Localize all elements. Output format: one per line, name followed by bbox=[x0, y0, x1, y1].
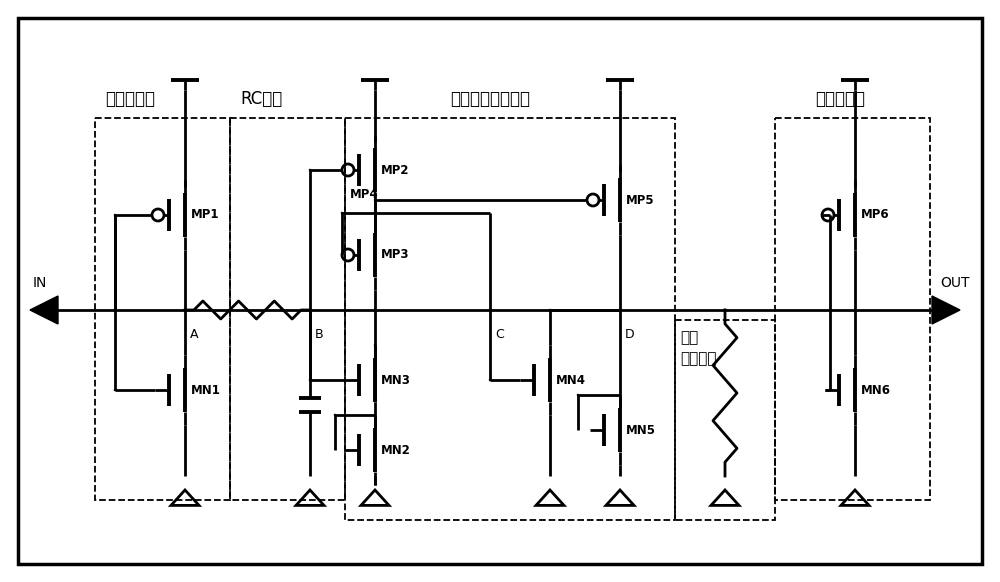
Bar bbox=[775, 118, 930, 500]
Text: MN5: MN5 bbox=[626, 424, 656, 436]
Circle shape bbox=[374, 310, 376, 311]
Circle shape bbox=[489, 310, 491, 311]
Circle shape bbox=[829, 389, 831, 391]
Circle shape bbox=[114, 310, 116, 311]
Text: MP3: MP3 bbox=[381, 249, 410, 261]
Circle shape bbox=[309, 169, 311, 171]
Circle shape bbox=[114, 214, 116, 215]
Circle shape bbox=[309, 310, 311, 311]
Circle shape bbox=[334, 414, 336, 416]
Text: MP5: MP5 bbox=[626, 193, 655, 207]
Circle shape bbox=[854, 310, 856, 311]
Circle shape bbox=[374, 310, 376, 311]
Bar bbox=[345, 118, 675, 520]
Text: D: D bbox=[625, 328, 635, 341]
Circle shape bbox=[489, 379, 491, 381]
Circle shape bbox=[374, 200, 376, 201]
Circle shape bbox=[374, 414, 376, 416]
Text: MP2: MP2 bbox=[381, 164, 410, 176]
Circle shape bbox=[619, 395, 621, 396]
Circle shape bbox=[829, 310, 831, 311]
Circle shape bbox=[619, 310, 621, 311]
Text: MN2: MN2 bbox=[381, 443, 411, 456]
Circle shape bbox=[184, 310, 186, 311]
Text: 第一反相器: 第一反相器 bbox=[105, 90, 155, 108]
Text: C: C bbox=[495, 328, 504, 341]
Text: IN: IN bbox=[33, 276, 47, 290]
Circle shape bbox=[309, 310, 311, 311]
Circle shape bbox=[374, 414, 376, 416]
Circle shape bbox=[184, 310, 186, 311]
Circle shape bbox=[374, 212, 376, 214]
Circle shape bbox=[374, 212, 376, 214]
Text: 阈值电压检测电路: 阈值电压检测电路 bbox=[450, 90, 530, 108]
Text: MN1: MN1 bbox=[191, 384, 221, 396]
Circle shape bbox=[374, 345, 376, 346]
Circle shape bbox=[341, 212, 343, 214]
Circle shape bbox=[549, 310, 551, 311]
Text: B: B bbox=[315, 328, 324, 341]
Text: RC电路: RC电路 bbox=[240, 90, 282, 108]
Bar bbox=[95, 118, 230, 500]
Text: MN6: MN6 bbox=[861, 384, 891, 396]
Polygon shape bbox=[30, 296, 58, 324]
Text: 第四
下拉电路: 第四 下拉电路 bbox=[680, 330, 716, 366]
Text: A: A bbox=[190, 328, 198, 341]
Circle shape bbox=[619, 310, 621, 311]
Circle shape bbox=[724, 310, 726, 311]
Circle shape bbox=[829, 310, 831, 311]
Text: MN4: MN4 bbox=[556, 374, 586, 386]
Text: MP6: MP6 bbox=[861, 208, 890, 222]
Circle shape bbox=[577, 395, 579, 396]
Text: MP4: MP4 bbox=[350, 188, 379, 201]
Circle shape bbox=[724, 310, 726, 311]
Circle shape bbox=[309, 379, 311, 381]
Text: OUT: OUT bbox=[940, 276, 970, 290]
Text: MN3: MN3 bbox=[381, 374, 411, 386]
Polygon shape bbox=[932, 296, 960, 324]
Circle shape bbox=[114, 389, 116, 391]
Text: 第二反相器: 第二反相器 bbox=[815, 90, 865, 108]
Circle shape bbox=[489, 310, 491, 311]
Bar bbox=[675, 320, 775, 520]
Text: MP1: MP1 bbox=[191, 208, 220, 222]
Bar bbox=[230, 118, 345, 500]
